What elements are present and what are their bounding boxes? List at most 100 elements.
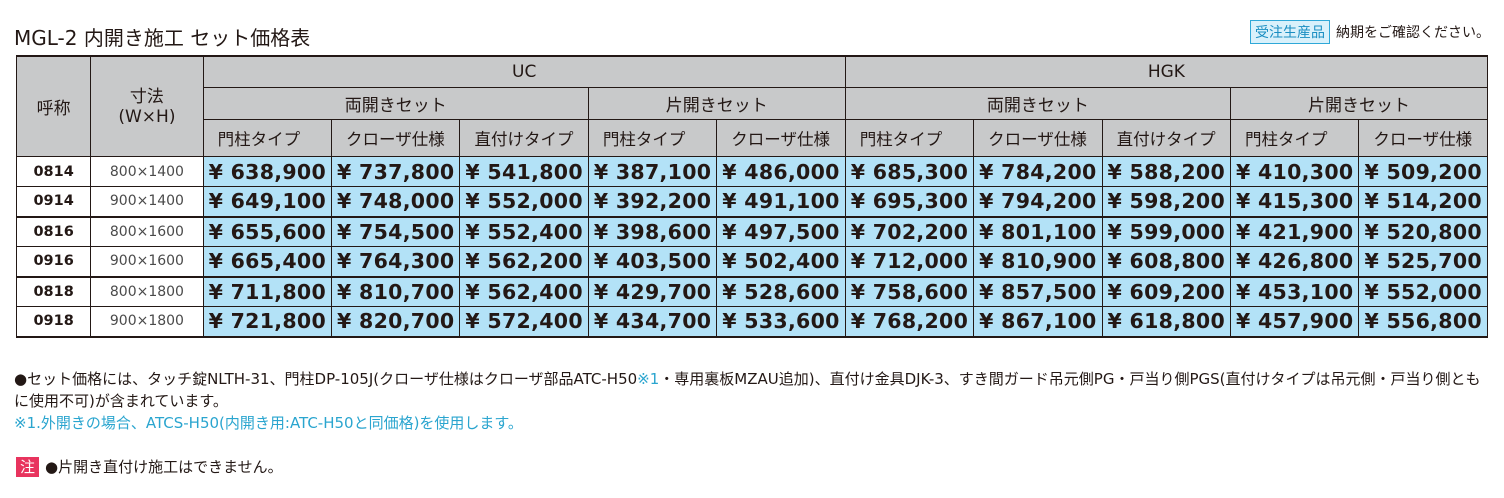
price-cell: ¥ 712,000 [844, 246, 975, 277]
price-cell: ¥ 415,300 [1229, 186, 1360, 217]
type-header: クローザ仕様 [1358, 119, 1488, 157]
price-cell: ¥ 655,600 [202, 215, 333, 247]
price-cell: ¥ 533,600 [716, 306, 846, 337]
type-header: 直付けタイプ [459, 119, 589, 157]
price-cell: ¥ 608,800 [1101, 246, 1232, 277]
row-code: 0814 [15, 156, 92, 187]
caution-badge: 注 [16, 457, 40, 477]
price-cell: ¥ 748,000 [331, 186, 461, 217]
type-header: クローザ仕様 [716, 119, 846, 157]
price-cell: ¥ 562,200 [459, 246, 589, 277]
price-cell: ¥ 410,300 [1229, 156, 1360, 187]
price-cell: ¥ 421,900 [1229, 215, 1360, 247]
type-header: 門柱タイプ [844, 119, 975, 157]
made-to-order-badge: 受注生産品 [1250, 20, 1330, 44]
price-cell: ¥ 556,800 [1358, 306, 1488, 337]
table-row: 0916 900×1600 ¥ 665,400 ¥ 764,300 ¥ 562,200 ¥… [15, 246, 1488, 277]
subgroup-uc-double: 両開きセット [202, 87, 589, 120]
note-line-2: ※1.外開きの場合、ATCS-H50(内開き用:ATC-H50と同価格)を使用し… [14, 414, 523, 432]
price-cell: ¥ 588,200 [1101, 156, 1232, 187]
type-header: 門柱タイプ [1229, 119, 1360, 157]
table-row: 0914 900×1400 ¥ 649,100 ¥ 748,000 ¥ 552,000 ¥… [15, 186, 1488, 217]
price-cell: ¥ 392,200 [587, 186, 718, 217]
type-header: 直付けタイプ [1101, 119, 1232, 157]
price-cell: ¥ 649,100 [202, 186, 333, 217]
price-cell: ¥ 497,500 [716, 215, 846, 247]
type-header: 門柱タイプ [202, 119, 333, 157]
price-cell: ¥ 486,000 [716, 156, 846, 187]
header-size-sub: (W×H) [118, 106, 176, 127]
note-line-1-a: ●セット価格には、タッチ錠NLTH-31、門柱DP-105J(クローザ仕様はクロ… [14, 370, 638, 388]
price-cell: ¥ 552,000 [1358, 275, 1488, 307]
header-name: 呼称 [15, 55, 92, 157]
subgroup-hgk-single: 片開きセット [1230, 87, 1488, 120]
price-cell: ¥ 609,200 [1101, 275, 1232, 307]
row-code: 0816 [15, 215, 92, 247]
note-line-1: ●セット価格には、タッチ錠NLTH-31、門柱DP-105J(クローザ仕様はクロ… [14, 368, 1494, 412]
order-note: 納期をご確認ください。 [1336, 25, 1490, 41]
row-code: 0818 [15, 275, 92, 307]
order-notice: 受注生産品 納期をご確認ください。 [1250, 20, 1490, 44]
price-cell: ¥ 758,600 [844, 275, 975, 307]
price-cell: ¥ 426,800 [1229, 246, 1360, 277]
price-cell: ¥ 572,400 [459, 306, 589, 337]
table-row: 0814 800×1400 ¥ 638,900 ¥ 737,800 ¥ 541,800 ¥… [15, 156, 1488, 187]
price-cell: ¥ 552,000 [459, 186, 589, 217]
row-code: 0914 [15, 186, 92, 217]
price-cell: ¥ 618,800 [1101, 306, 1232, 337]
price-cell: ¥ 525,700 [1358, 246, 1488, 277]
price-cell: ¥ 665,400 [202, 246, 333, 277]
group-uc: UC [202, 55, 846, 88]
price-cell: ¥ 599,000 [1101, 215, 1232, 247]
price-cell: ¥ 509,200 [1358, 156, 1488, 187]
caution-text: ●片開き直付け施工はできません。 [45, 458, 283, 476]
row-size: 800×1400 [90, 156, 204, 187]
row-code: 0916 [15, 246, 92, 277]
table-row: 0818 800×1800 ¥ 711,800 ¥ 810,700 ¥ 562,400 ¥… [15, 275, 1488, 307]
row-code: 0918 [15, 306, 92, 337]
price-cell: ¥ 820,700 [331, 306, 461, 337]
price-cell: ¥ 457,900 [1229, 306, 1360, 337]
price-cell: ¥ 764,300 [331, 246, 461, 277]
row-size: 800×1800 [90, 275, 204, 307]
row-size: 800×1600 [90, 215, 204, 247]
price-cell: ¥ 403,500 [587, 246, 718, 277]
price-cell: ¥ 520,800 [1358, 215, 1488, 247]
price-cell: ¥ 695,300 [844, 186, 975, 217]
type-header: 門柱タイプ [587, 119, 718, 157]
price-cell: ¥ 502,400 [716, 246, 846, 277]
price-cell: ¥ 768,200 [844, 306, 975, 337]
group-hgk: HGK [844, 55, 1489, 88]
price-cell: ¥ 638,900 [202, 156, 333, 187]
type-header: クローザ仕様 [331, 119, 461, 157]
row-size: 900×1400 [90, 186, 204, 217]
price-cell: ¥ 784,200 [973, 156, 1103, 187]
price-table: 呼称 寸法 (W×H) UC HGK 両開きセット 片開きセット 両開きセット … [15, 55, 1489, 338]
price-cell: ¥ 794,200 [973, 186, 1103, 217]
table-row: 0918 900×1800 ¥ 721,800 ¥ 820,700 ¥ 572,400 ¥… [15, 306, 1488, 337]
price-cell: ¥ 810,700 [331, 275, 461, 307]
type-header: クローザ仕様 [973, 119, 1103, 157]
price-cell: ¥ 801,100 [973, 215, 1103, 247]
price-cell: ¥ 711,800 [202, 275, 333, 307]
price-cell: ¥ 702,200 [844, 215, 975, 247]
price-cell: ¥ 491,100 [716, 186, 846, 217]
price-cell: ¥ 541,800 [459, 156, 589, 187]
page-title: MGL-2 内開き施工 セット価格表 [14, 26, 311, 50]
price-cell: ¥ 737,800 [331, 156, 461, 187]
price-cell: ¥ 867,100 [973, 306, 1103, 337]
subgroup-hgk-double: 両開きセット [844, 87, 1232, 120]
price-cell: ¥ 562,400 [459, 275, 589, 307]
header-size-label: 寸法 [129, 86, 164, 107]
note-line-1-b: ・専用裏板MZAU追加)、直付け金具DJK-3、すき間ガード吊元側PG・戸当り側… [14, 370, 1481, 410]
header-size: 寸法 (W×H) [90, 55, 204, 157]
table-row: 0816 800×1600 ¥ 655,600 ¥ 754,500 ¥ 552,400 ¥… [15, 215, 1488, 247]
price-cell: ¥ 857,500 [973, 275, 1103, 307]
price-cell: ¥ 429,700 [587, 275, 718, 307]
caution-note: 注 ●片開き直付け施工はできません。 [16, 456, 283, 477]
price-cell: ¥ 754,500 [331, 215, 461, 247]
notes: ●セット価格には、タッチ錠NLTH-31、門柱DP-105J(クローザ仕様はクロ… [14, 368, 1494, 434]
price-cell: ¥ 552,400 [459, 215, 589, 247]
row-size: 900×1600 [90, 246, 204, 277]
row-size: 900×1800 [90, 306, 204, 337]
